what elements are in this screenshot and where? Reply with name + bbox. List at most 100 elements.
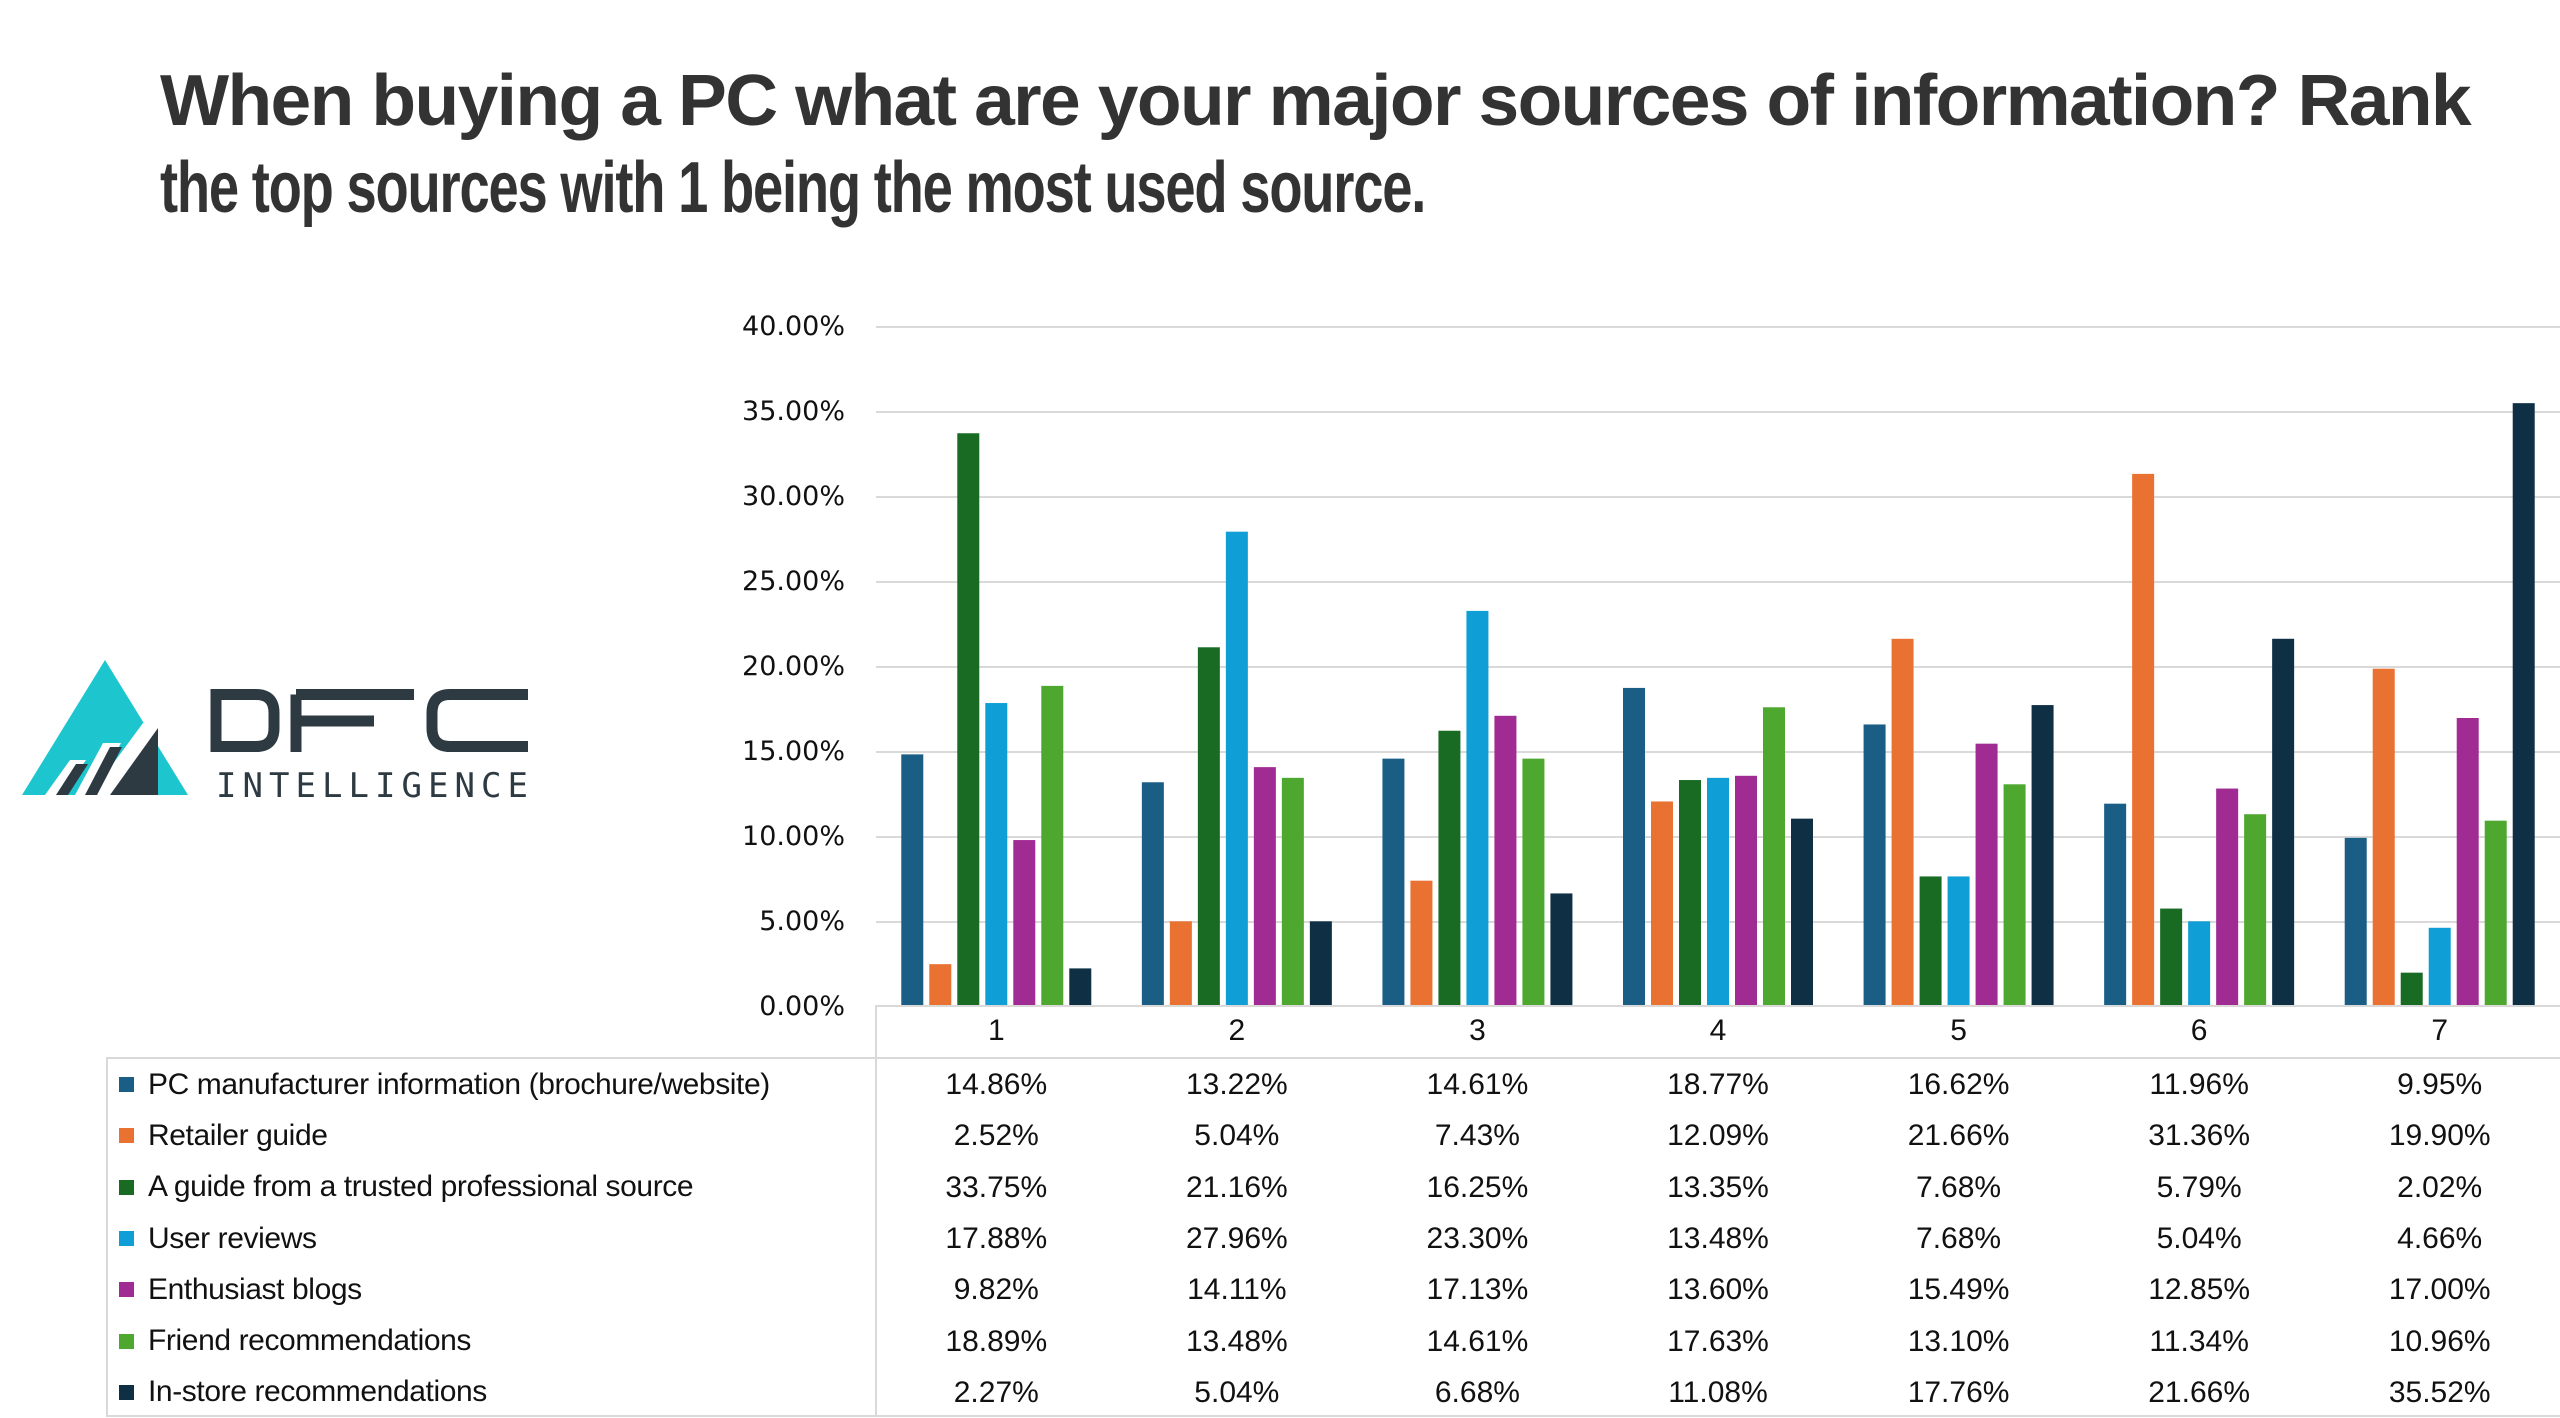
bar	[1382, 758, 1405, 1007]
bar	[1225, 531, 1248, 1007]
legend-swatch	[119, 1333, 134, 1349]
table-legend-divider	[875, 1005, 877, 1417]
legend-entry: PC manufacturer information (brochure/we…	[106, 1059, 876, 1110]
bar	[1281, 777, 1304, 1007]
table-row: User reviews 17.88% 27.96% 23.30% 13.48% 7.68…	[106, 1213, 2560, 1264]
table-row: PC manufacturer information (brochure/we…	[106, 1059, 2560, 1110]
legend-swatch	[119, 1128, 134, 1144]
data-label: 9.82%	[953, 1273, 1039, 1307]
legend-swatch	[119, 1282, 134, 1298]
bar	[2104, 803, 2127, 1007]
chart-title: When buying a PC what are your major sou…	[160, 58, 2472, 232]
table-left-border	[106, 1057, 108, 1417]
x-tick-label: 3	[1469, 1014, 1486, 1047]
data-label: 11.96%	[2149, 1068, 2249, 1101]
y-tick-label: 10.00%	[742, 821, 845, 852]
data-label: 7.43%	[1434, 1119, 1520, 1153]
bar	[1679, 780, 1701, 1007]
bar	[2132, 473, 2155, 1007]
data-label: 17.00%	[2388, 1273, 2491, 1307]
data-label: 21.66%	[1907, 1119, 2010, 1153]
y-tick-label: 30.00%	[742, 481, 845, 512]
bar	[1947, 876, 1970, 1007]
y-tick-label: 25.00%	[742, 566, 845, 597]
table-row: Friend recommendations 18.89% 13.48% 14.61%…	[106, 1316, 2560, 1367]
legend-label: Friend recommendations	[148, 1324, 472, 1358]
data-label: 13.48%	[1185, 1324, 1288, 1358]
logo-stripe-2	[56, 764, 88, 795]
bar	[2272, 638, 2295, 1007]
data-label: 21.16%	[1185, 1170, 1288, 1204]
data-label: 33.75%	[945, 1170, 1048, 1204]
bar	[2003, 784, 2026, 1007]
bar	[1522, 758, 1545, 1007]
bar	[929, 964, 952, 1007]
data-label: 19.90%	[2388, 1119, 2491, 1153]
bar	[1041, 685, 1064, 1007]
table-header-row: 1 2 3 4 5 6 7	[876, 1005, 2560, 1057]
bar	[985, 703, 1008, 1007]
bar	[1791, 818, 1813, 1007]
chart-title-line-2: the top sources with 1 being the most us…	[160, 148, 1426, 228]
data-label: 18.89%	[945, 1324, 1048, 1358]
bar	[1863, 724, 1886, 1007]
table-row: Retailer guide 2.52% 5.04% 7.43% 12.09% 21.66…	[106, 1110, 2560, 1161]
data-label: 16.62%	[1907, 1068, 2010, 1101]
data-label: 11.34%	[2149, 1324, 2249, 1358]
data-label: 2.02%	[2397, 1170, 2483, 1204]
x-tick-label: 2	[1228, 1014, 1246, 1047]
data-label: 17.13%	[1426, 1273, 1529, 1307]
bar	[1309, 921, 1332, 1007]
y-tick-label: 35.00%	[742, 396, 845, 427]
bar	[1707, 777, 1729, 1007]
bar	[2428, 927, 2451, 1007]
data-label: 17.88%	[945, 1221, 1048, 1255]
logo-wordmark-dfc	[210, 689, 528, 752]
bar	[2160, 908, 2183, 1007]
logo-dark-peak	[110, 728, 158, 795]
legend-label: PC manufacturer information (brochure/we…	[148, 1067, 770, 1101]
bar	[2188, 921, 2211, 1007]
bar	[957, 433, 980, 1007]
legend-entry: Enthusiast blogs	[106, 1264, 876, 1315]
data-label: 21.66%	[2148, 1375, 2250, 1409]
data-label: 15.49%	[1907, 1273, 2010, 1307]
bar	[2400, 972, 2423, 1007]
data-label: 16.25%	[1426, 1170, 1529, 1204]
legend-swatch	[119, 1384, 134, 1400]
data-label: 14.86%	[945, 1068, 1048, 1101]
table-row: In-store recommendations 2.27% 5.04% 6.68% 1…	[106, 1367, 2560, 1418]
table-bottom-border	[106, 1415, 2560, 1417]
data-label: 13.10%	[1907, 1324, 2010, 1358]
legend-swatch	[119, 1179, 134, 1195]
data-label: 13.35%	[1667, 1170, 1769, 1204]
y-tick-label: 15.00%	[742, 736, 845, 767]
legend-swatch	[119, 1077, 134, 1093]
data-label: 14.61%	[1426, 1068, 1529, 1101]
data-label: 2.27%	[953, 1375, 1039, 1409]
bar	[1141, 782, 1164, 1007]
data-label: 14.11%	[1187, 1273, 1287, 1307]
chart-data-table: 1 2 3 4 5 6 7 PC manufacturer information (bro…	[106, 1005, 2560, 1417]
bar	[1735, 775, 1757, 1007]
data-label: 13.22%	[1185, 1068, 1288, 1101]
legend-label: In-store recommendations	[148, 1375, 487, 1409]
data-label: 14.61%	[1426, 1324, 1529, 1358]
data-label: 4.66%	[2397, 1221, 2483, 1255]
data-label: 7.68%	[1916, 1170, 2002, 1204]
data-label: 5.79%	[2156, 1170, 2242, 1204]
bar	[1169, 921, 1192, 1007]
bar	[1494, 715, 1517, 1007]
x-tick-label: 7	[2431, 1014, 2449, 1047]
data-label: 11.08%	[1668, 1375, 1768, 1409]
dfc-intelligence-logo: INTELLIGENCE	[18, 655, 538, 805]
bar	[1919, 876, 1942, 1007]
data-label: 35.52%	[2388, 1375, 2491, 1409]
data-label: 18.77%	[1667, 1068, 1769, 1101]
legend-label: A guide from a trusted professional sour…	[148, 1170, 694, 1204]
bar	[1623, 687, 1645, 1007]
bar	[1069, 968, 1092, 1007]
x-tick-label: 4	[1709, 1014, 1727, 1047]
bar	[1763, 707, 1785, 1007]
x-tick-label: 5	[1950, 1014, 1967, 1047]
